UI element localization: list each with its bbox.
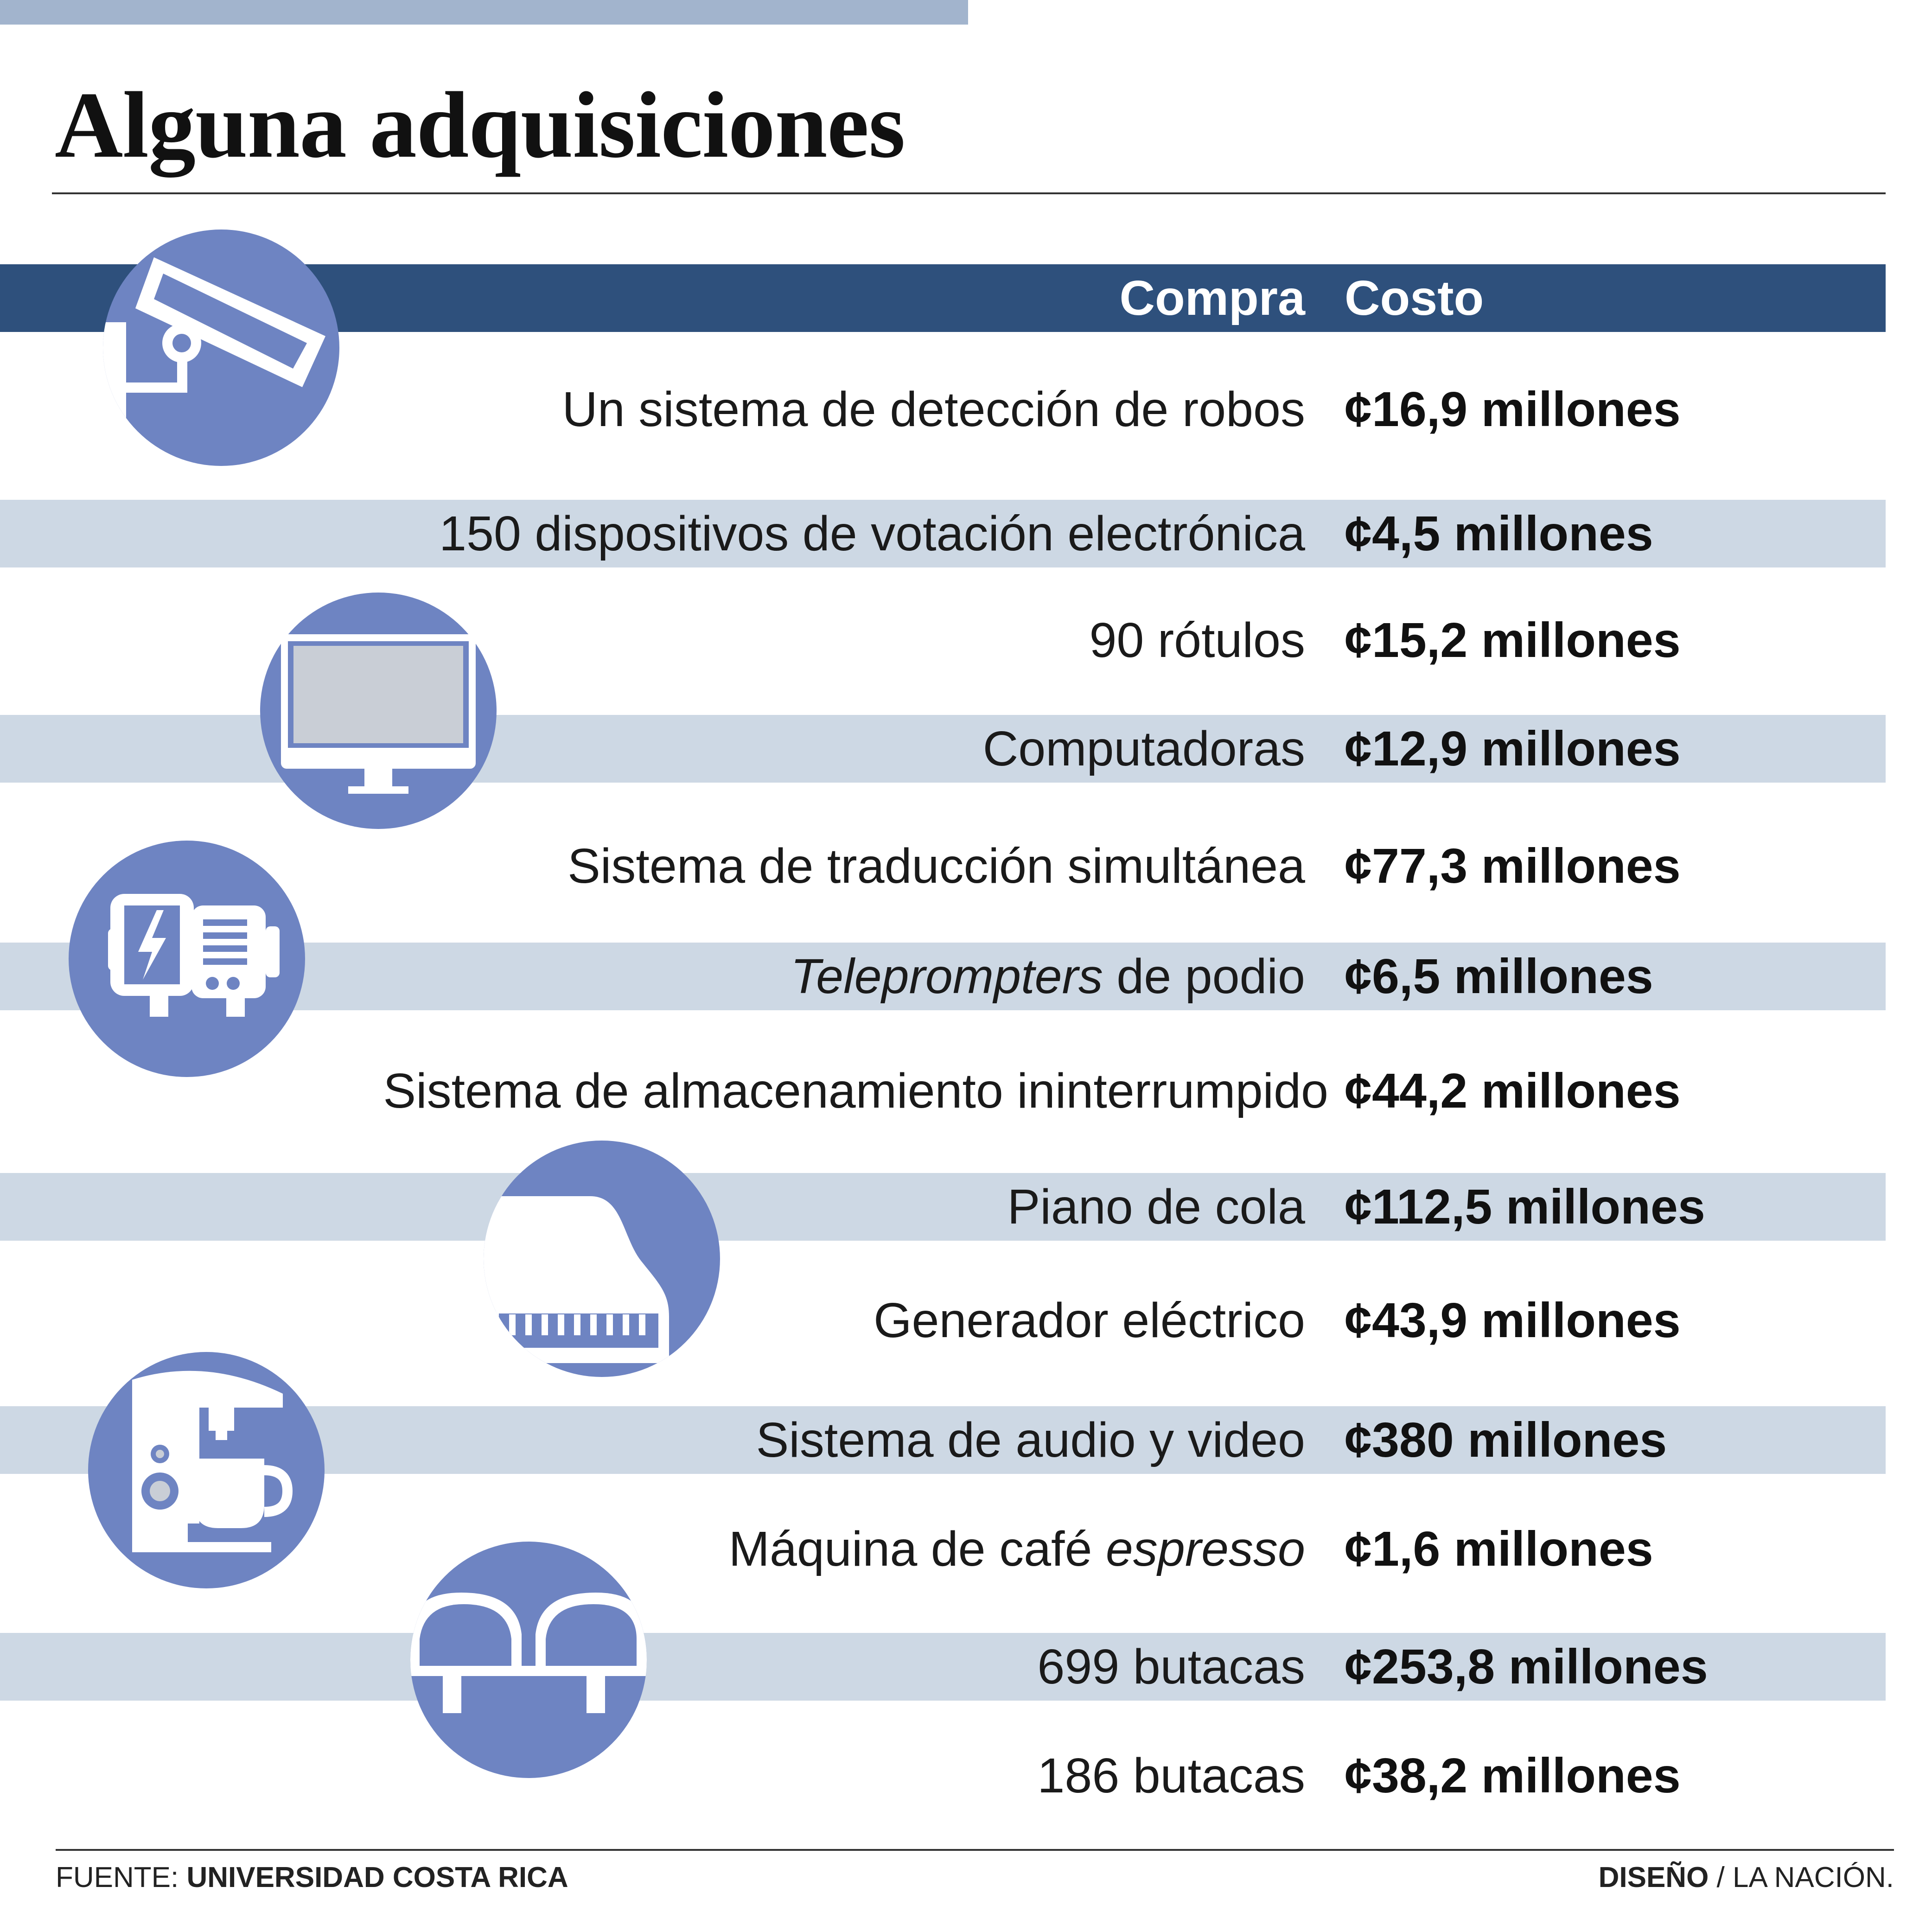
table-row: Piano de cola ¢112,5 millones	[0, 1173, 1932, 1241]
title-divider	[52, 192, 1886, 194]
footer-divider	[56, 1849, 1894, 1851]
purchase-cost: ¢38,2 millones	[1345, 1748, 1681, 1803]
row-band	[0, 500, 1886, 567]
electric-generator-icon	[69, 841, 305, 1077]
table-row: Sistema de almacenamiento ininterrumpido…	[0, 1057, 1932, 1125]
purchase-cost: ¢253,8 millones	[1345, 1639, 1708, 1694]
theater-seats-icon	[410, 1542, 647, 1778]
purchase-item: Computadoras	[982, 721, 1305, 776]
purchase-item: Sistema de almacenamiento ininterrumpido	[383, 1064, 1328, 1118]
purchase-cost: ¢16,9 millones	[1345, 382, 1681, 437]
table-row: Máquina de café espresso ¢1,6 millones	[0, 1515, 1932, 1583]
security-camera-icon	[103, 229, 339, 466]
table-row: 699 butacas ¢253,8 millones	[0, 1633, 1932, 1701]
purchase-cost: ¢112,5 millones	[1345, 1179, 1705, 1234]
purchase-cost: ¢6,5 millones	[1345, 949, 1653, 1004]
source-label: FUENTE:	[56, 1861, 187, 1893]
table-row: Sistema de audio y video ¢380 millones	[0, 1406, 1932, 1474]
table-row: 186 butacas ¢38,2 millones	[0, 1742, 1932, 1810]
row-band	[0, 1173, 1886, 1241]
source-value: UNIVERSIDAD COSTA RICA	[186, 1861, 568, 1893]
design-value: LA NACIÓN.	[1733, 1861, 1894, 1893]
table-row: 90 rótulos ¢15,2 millones	[0, 606, 1932, 674]
coffee-machine-icon	[88, 1352, 325, 1588]
column-header-costo: Costo	[1345, 271, 1484, 325]
footer-source: FUENTE: UNIVERSIDAD COSTA RICA	[56, 1857, 568, 1899]
top-accent-bar	[0, 0, 968, 25]
table-row: 150 dispositivos de votación electrónica…	[0, 500, 1932, 567]
page-title: Alguna adquisiciones	[55, 73, 905, 178]
purchase-item: 699 butacas	[1037, 1639, 1305, 1694]
purchase-item: Un sistema de detección de robos	[562, 382, 1305, 437]
purchase-item: 186 butacas	[1037, 1748, 1305, 1803]
purchase-cost: ¢1,6 millones	[1345, 1522, 1653, 1576]
purchase-item: Sistema de traducción simultánea	[567, 839, 1305, 893]
purchase-item: Generador eléctrico	[874, 1293, 1305, 1348]
grand-piano-icon	[484, 1141, 720, 1377]
purchase-item: 150 dispositivos de votación electrónica	[439, 506, 1305, 561]
design-separator: /	[1709, 1861, 1733, 1893]
row-band	[0, 1633, 1886, 1701]
column-header-compra: Compra	[1119, 271, 1305, 325]
table-row: Teleprompters de podio ¢6,5 millones	[0, 943, 1932, 1010]
purchase-item: 90 rótulos	[1089, 613, 1305, 668]
footer-credit: DISEÑO / LA NACIÓN.	[1599, 1857, 1894, 1899]
purchase-cost: ¢4,5 millones	[1345, 506, 1653, 561]
purchase-cost: ¢12,9 millones	[1345, 721, 1681, 776]
design-label: DISEÑO	[1598, 1861, 1709, 1893]
purchase-item: Teleprompters de podio	[791, 949, 1305, 1004]
table-row: Computadoras ¢12,9 millones	[0, 715, 1932, 783]
purchase-item: Piano de cola	[1007, 1179, 1305, 1234]
computer-monitor-icon	[260, 593, 497, 829]
purchase-item: Sistema de audio y video	[756, 1413, 1305, 1467]
purchase-cost: ¢77,3 millones	[1345, 839, 1681, 893]
row-band	[0, 943, 1886, 1010]
table-row: Un sistema de detección de robos ¢16,9 m…	[0, 376, 1932, 443]
purchase-cost: ¢43,9 millones	[1345, 1293, 1681, 1348]
purchase-item: Máquina de café espresso	[728, 1522, 1305, 1576]
table-row: Sistema de traducción simultánea ¢77,3 m…	[0, 832, 1932, 900]
purchase-cost: ¢15,2 millones	[1345, 613, 1681, 668]
table-row: Generador eléctrico ¢43,9 millones	[0, 1287, 1932, 1354]
purchase-cost: ¢380 millones	[1345, 1413, 1667, 1467]
purchase-cost: ¢44,2 millones	[1345, 1064, 1681, 1118]
